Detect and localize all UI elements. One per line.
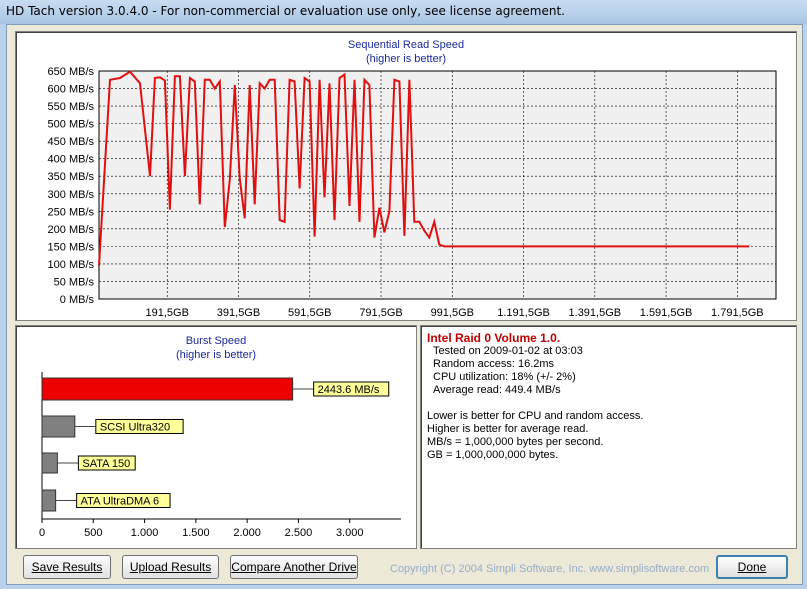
- window-title: HD Tach version 3.0.4.0 - For non-commer…: [6, 4, 565, 18]
- x-tick-label: 1.191,5GB: [497, 307, 550, 319]
- note-lower-better: Lower is better for CPU and random acces…: [427, 410, 644, 422]
- done-button[interactable]: Done: [716, 555, 788, 579]
- tested-on: Tested on 2009-01-02 at 03:03: [433, 345, 583, 357]
- y-tick-label: 400 MB/s: [48, 154, 95, 166]
- done-label: Done: [737, 560, 767, 574]
- random-access: Random access: 16.2ms: [433, 358, 555, 370]
- save-results-label: Save Results: [31, 560, 103, 574]
- y-tick-label: 600 MB/s: [48, 84, 95, 96]
- read-speed-chart: 0 MB/s 50 MB/s 100 MB/s 150 MB/s 200 MB/s 250…: [48, 66, 777, 319]
- x-tick-label: 991,5GB: [431, 307, 474, 319]
- y-tick-label: 150 MB/s: [48, 241, 95, 253]
- burst-label-box: [95, 419, 184, 434]
- compare-another-drive-button[interactable]: Compare Another Drive: [230, 555, 358, 579]
- burst-label-box: [313, 381, 390, 397]
- average-read: Average read: 449.4 MB/s: [433, 384, 561, 396]
- x-tick-label: 1.791,5GB: [711, 307, 764, 319]
- burst-x-tick-label: 2.500: [285, 527, 313, 539]
- upload-results-button[interactable]: Upload Results: [122, 555, 219, 579]
- note-gb-definition: GB = 1,000,000,000 bytes.: [427, 449, 559, 461]
- burst-speed-chart: 0 500 1.000 1.500 2.000 2.500 3.000 2443.6 MB/s…: [39, 372, 401, 539]
- read-speed-line: [98, 70, 750, 266]
- y-tick-label: 300 MB/s: [48, 189, 95, 201]
- burst-bar-label: SATA 150: [82, 458, 130, 470]
- y-tick-label: 200 MB/s: [48, 224, 95, 236]
- y-tick-label: 350 MB/s: [48, 171, 95, 183]
- x-tick-label: 591,5GB: [288, 307, 331, 319]
- y-tick-label: 100 MB/s: [48, 259, 95, 271]
- burst-bar-label: SCSI Ultra320: [100, 422, 170, 434]
- y-tick-label: 0 MB/s: [60, 294, 95, 306]
- burst-speed-panel: Burst Speed (higher is better) 0 500 1.000…: [15, 325, 417, 549]
- y-tick-label: 500 MB/s: [48, 119, 95, 131]
- results-info: Intel Raid 0 Volume 1.0. Tested on 2009-…: [427, 332, 643, 462]
- y-tick-label: 450 MB/s: [48, 136, 95, 148]
- read-chart-subtitle: (higher is better): [365, 53, 447, 65]
- burst-bar: [41, 489, 57, 512]
- burst-bar: [41, 415, 76, 438]
- note-higher-better: Higher is better for average read.: [427, 423, 589, 435]
- main-window: Sequential Read Speed (higher is better)…: [6, 24, 803, 585]
- y-tick-label: 50 MB/s: [54, 276, 95, 288]
- y-tick-label: 250 MB/s: [48, 206, 95, 218]
- y-tick-label: 550 MB/s: [48, 101, 95, 113]
- upload-results-label: Upload Results: [129, 560, 212, 574]
- burst-chart-subtitle: (higher is better): [175, 349, 257, 361]
- note-mbs-definition: MB/s = 1,000,000 bytes per second.: [427, 436, 604, 448]
- cpu-utilization: CPU utilization: 18% (+/- 2%): [433, 371, 576, 383]
- x-tick-label: 1.391,5GB: [569, 307, 622, 319]
- y-tick-label: 650 MB/s: [48, 66, 95, 78]
- compare-another-drive-label: Compare Another Drive: [231, 560, 357, 574]
- plot-area: [98, 70, 777, 300]
- burst-bar: [41, 452, 58, 474]
- x-tick-label: 391,5GB: [217, 307, 260, 319]
- burst-label-box: [76, 493, 171, 508]
- burst-x-tick-label: 1.000: [131, 527, 159, 539]
- burst-bar-label: 2443.6 MB/s: [318, 384, 380, 396]
- burst-bar: [41, 377, 294, 401]
- title-bar[interactable]: HD Tach version 3.0.4.0 - For non-commer…: [0, 0, 807, 24]
- burst-chart-title: Burst Speed: [185, 335, 247, 347]
- burst-x-tick-label: 3.000: [336, 527, 364, 539]
- copyright-text: Copyright (C) 2004 Simpli Software, Inc.…: [390, 563, 710, 575]
- burst-label-box: [77, 455, 136, 471]
- results-info-panel: Intel Raid 0 Volume 1.0. Tested on 2009-…: [420, 325, 797, 549]
- drive-name: Intel Raid 0 Volume 1.0.: [427, 331, 561, 345]
- x-tick-label: 191,5GB: [146, 307, 189, 319]
- burst-bar-label: ATA UltraDMA 6: [81, 496, 159, 508]
- burst-x-tick-label: 2.000: [233, 527, 261, 539]
- save-results-button[interactable]: Save Results: [23, 555, 111, 579]
- sequential-read-panel: Sequential Read Speed (higher is better)…: [15, 31, 797, 321]
- x-tick-label: 791,5GB: [359, 307, 402, 319]
- burst-x-tick-label: 500: [84, 527, 102, 539]
- x-tick-label: 1.591,5GB: [640, 307, 693, 319]
- burst-x-tick-label: 1.500: [182, 527, 210, 539]
- read-chart-title: Sequential Read Speed: [347, 39, 465, 51]
- burst-x-tick-label: 0: [39, 527, 45, 539]
